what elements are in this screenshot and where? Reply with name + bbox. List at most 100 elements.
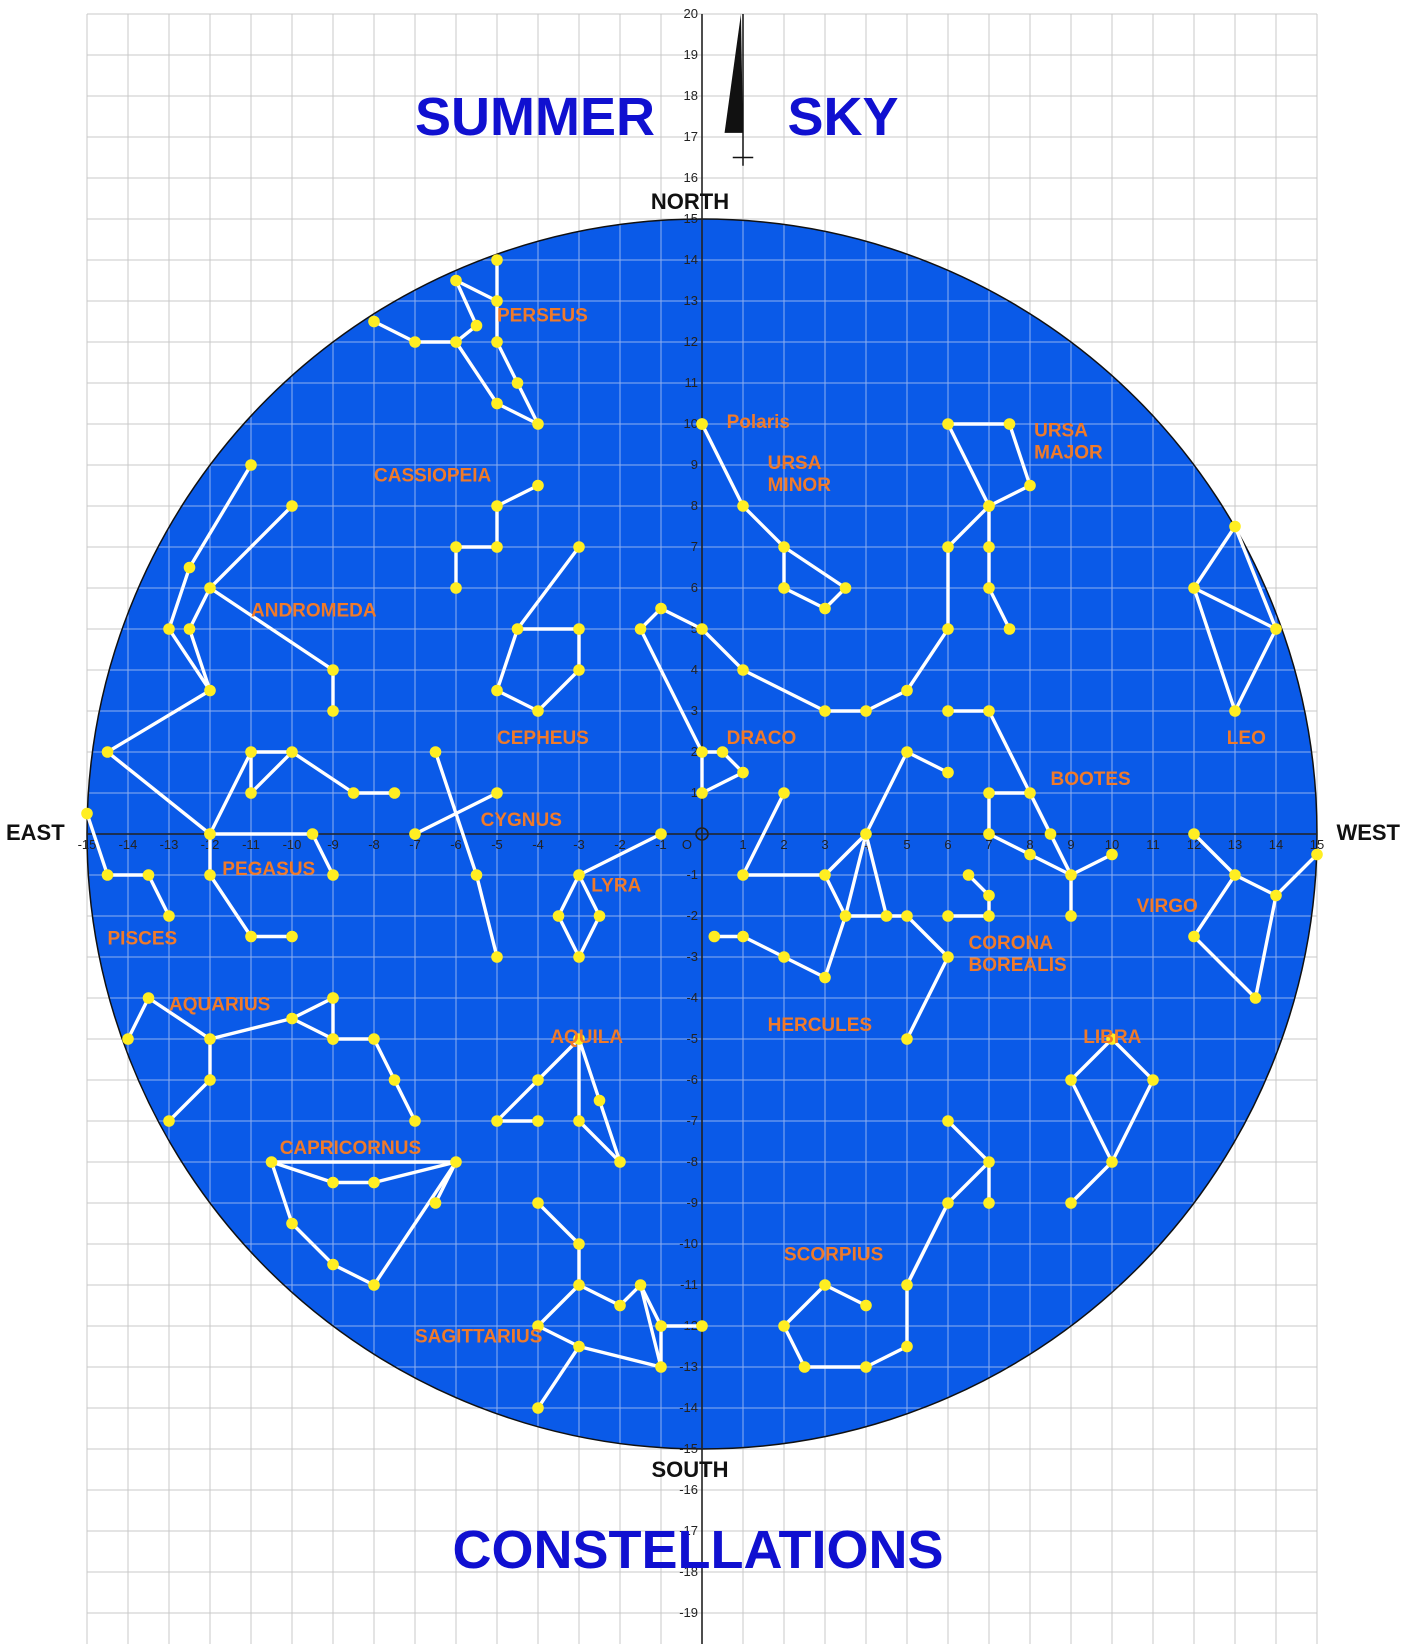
y-tick-label: 9 [691,457,698,472]
constellation [491,541,585,717]
star [450,336,462,348]
polaris-star [696,418,708,430]
star [327,705,339,717]
y-tick-label: -15 [679,1441,698,1456]
constellation-label: Polaris [727,412,790,433]
constellation [491,1033,626,1168]
x-tick-label: -10 [283,837,302,852]
constellation-line [556,832,663,959]
star [573,1238,585,1250]
constellation-line [310,832,335,877]
star [1106,1156,1118,1168]
y-tick-label: 2 [691,744,698,759]
constellation-label: SAGITTARIUS [415,1326,542,1347]
constellation-line [208,832,294,939]
constellation-label: ANDROMEDA [251,601,377,622]
star [860,1361,872,1373]
star [942,1115,954,1127]
star [614,1299,626,1312]
star [429,746,442,758]
constellation [450,479,544,594]
y-tick-label: 4 [691,662,698,677]
y-tick-label: -5 [686,1031,698,1046]
constellation-label: PISCES [108,929,178,950]
constellation [708,746,954,1045]
constellation-line [638,1283,663,1369]
star [708,930,721,943]
constellation-label: PERSEUS [497,306,588,327]
star [614,1156,626,1168]
star [183,623,196,635]
x-tick-label: 5 [903,837,910,852]
star [204,1033,216,1045]
star [532,705,544,717]
star [1003,623,1016,635]
constellation-label: LEO [1227,728,1266,749]
constellation-label: HERCULES [768,1015,873,1036]
star [450,582,462,594]
star [942,910,954,922]
constellation-label: URSA [1034,420,1088,441]
x-tick-label: 6 [944,837,951,852]
constellation [942,705,1118,922]
constellation-label: MINOR [768,475,832,496]
star [81,807,93,820]
x-tick-label: 3 [821,837,828,852]
y-tick-label: -14 [679,1400,698,1415]
constellation [265,992,462,1291]
star [778,787,790,799]
constellation [368,254,544,430]
direction-west: WEST [1336,820,1400,845]
star [491,1115,503,1127]
y-tick-label: 14 [684,252,698,267]
star [265,1156,278,1168]
y-tick-label: 20 [684,6,698,21]
title-sky: SKY [787,87,898,147]
title-summer: SUMMER [415,87,655,147]
star [245,930,257,943]
x-tick-label: 7 [985,837,992,852]
direction-north: NORTH [651,189,729,214]
star [491,787,503,799]
x-tick-label: -14 [119,837,138,852]
star [655,1320,667,1332]
star [204,1074,216,1086]
star [634,623,647,635]
star [901,746,913,758]
star [450,274,462,287]
star [901,910,913,922]
y-tick-label: 3 [691,703,698,718]
constellation [552,828,667,963]
constellation-line [105,463,253,836]
direction-east: EAST [6,820,65,845]
constellation-label: SCORPIUS [784,1244,883,1265]
star [1270,889,1282,902]
constellation-line [1192,832,1319,898]
star [983,1197,995,1209]
constellation-label: MAJOR [1034,442,1103,463]
star [491,500,503,512]
x-tick-label: 4 [862,837,869,852]
constellation-labels: PERSEUSCASSIOPEIAPolarisURSAMINORURSAMAJ… [108,306,1266,1348]
star [880,910,893,922]
x-tick-label: 8 [1026,837,1033,852]
direction-south: SOUTH [652,1457,729,1482]
star [286,930,298,943]
constellation-line [1069,1037,1155,1205]
star [142,992,155,1004]
star [819,602,831,615]
constellation-line [987,791,1073,877]
star [306,828,319,840]
star [409,336,421,348]
y-tick-label: -13 [679,1359,698,1374]
constellation [634,500,995,799]
star [573,664,585,676]
x-tick-label: -2 [614,837,626,852]
star [388,1074,401,1086]
constellation-label: CAPRICORNUS [280,1138,421,1159]
star [942,418,954,430]
star [983,705,995,717]
star [573,1033,585,1045]
x-tick-label: 2 [780,837,787,852]
